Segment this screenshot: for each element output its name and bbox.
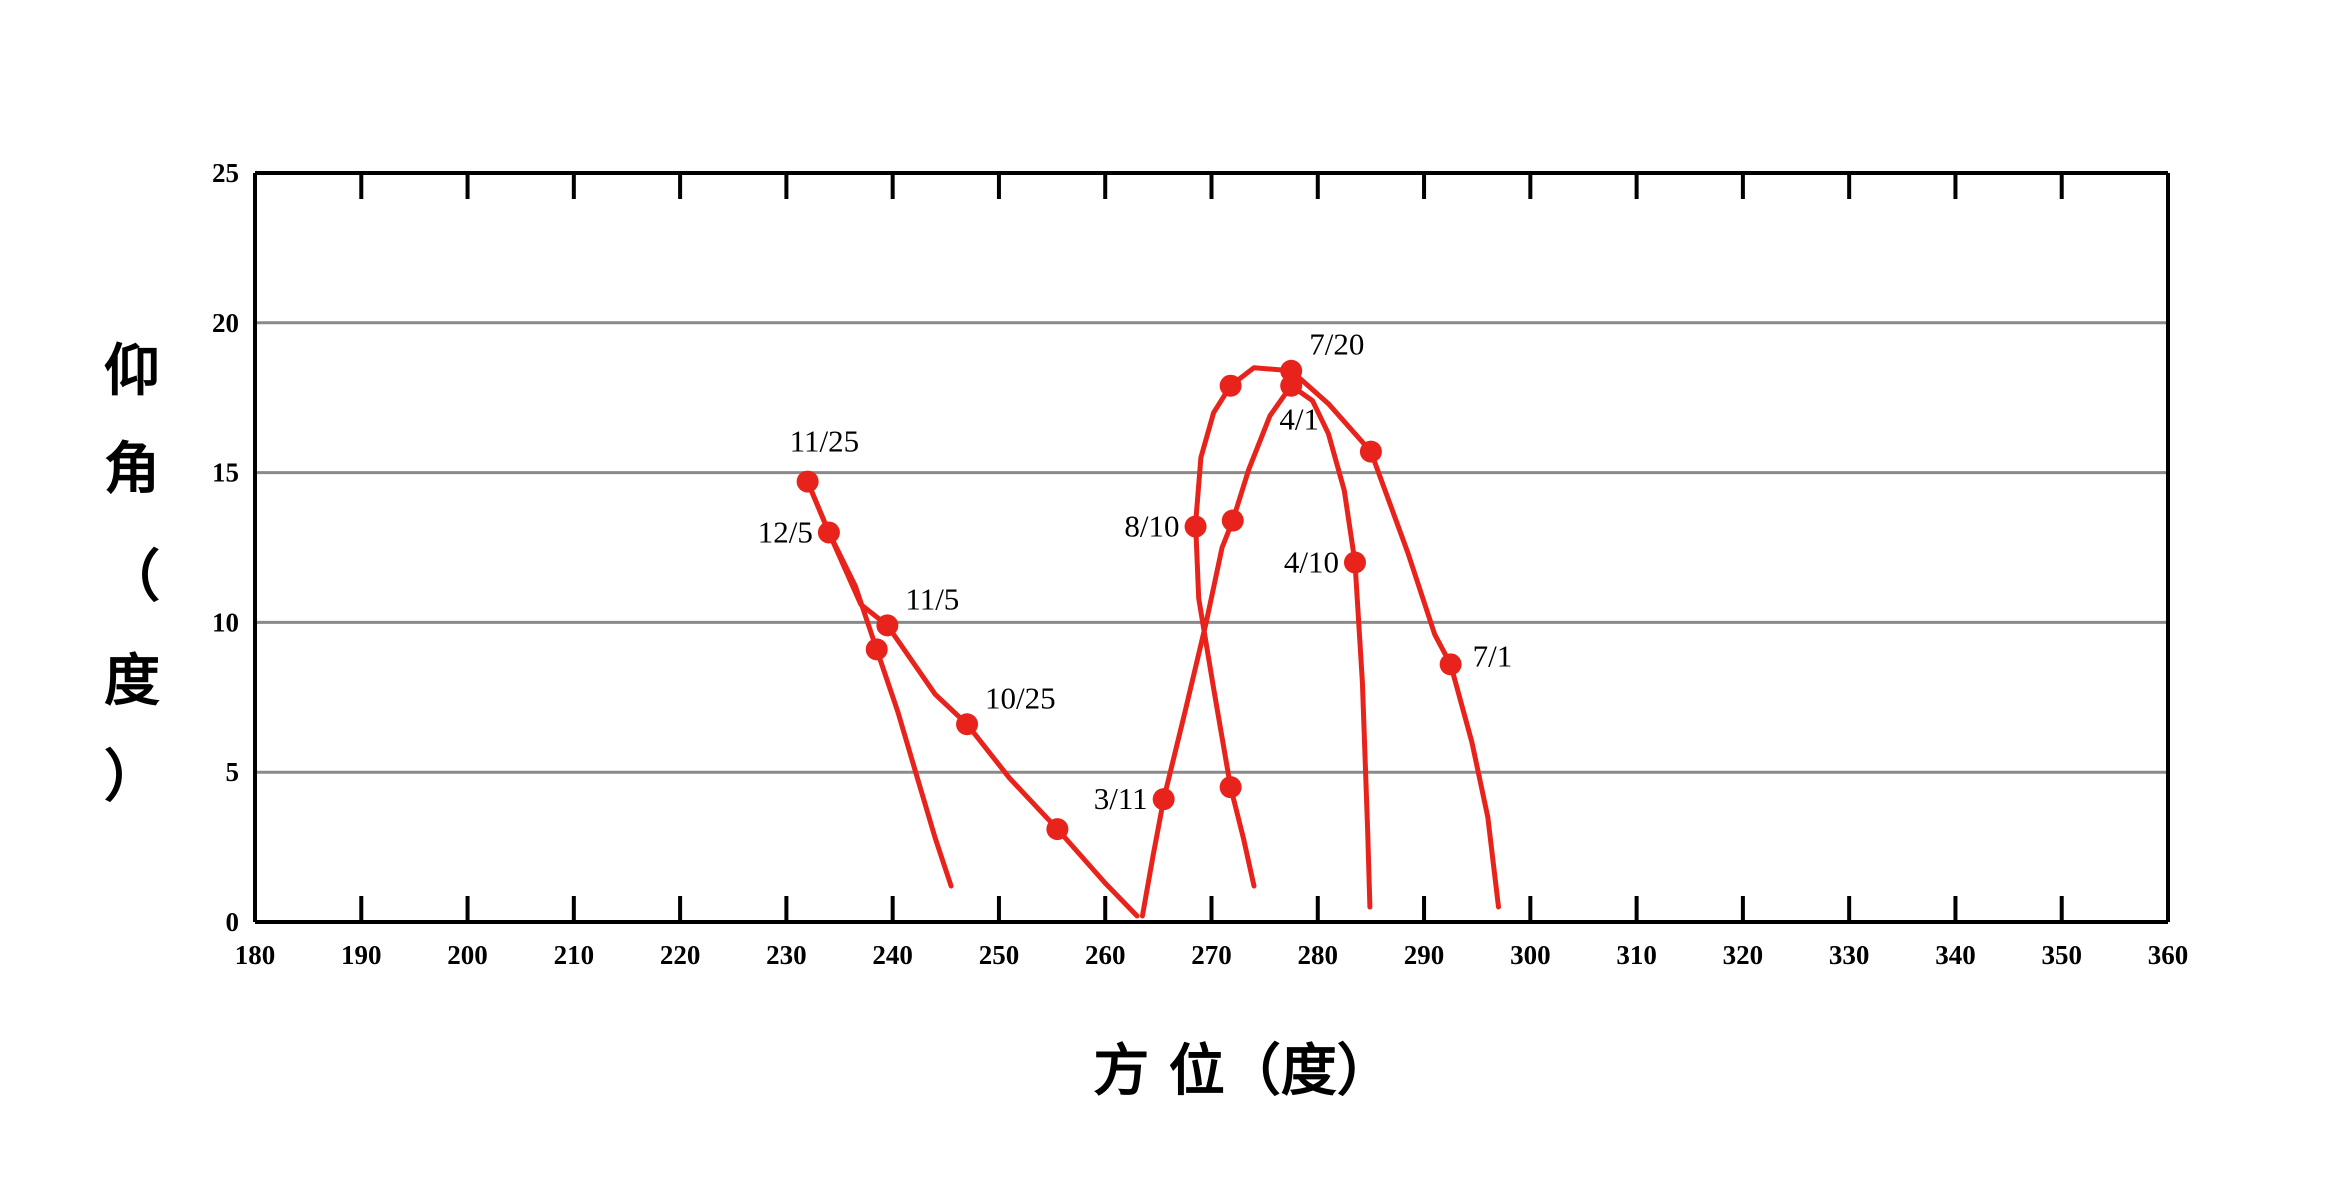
axes [253, 171, 2170, 924]
x-tick-label-190: 190 [341, 940, 382, 970]
y-tick-label-25: 25 [212, 158, 239, 188]
point-label-1: 11/25 [790, 424, 859, 459]
y-axis-title-char-1: 仰 [104, 339, 160, 404]
point-labels: 11/25 12/5 11/5 10/25 3/11 8/10 7/20 4/1 4/10 7/1 [758, 327, 1512, 816]
x-tick-label-360: 360 [2148, 940, 2189, 970]
x-tick-label-200: 200 [447, 940, 488, 970]
point-label-5: 10/25 [985, 680, 1056, 715]
data-point-16 [1439, 653, 1462, 676]
data-markers [796, 359, 1462, 841]
y-tick-label-5: 5 [226, 757, 240, 787]
x-tick-label-300: 300 [1510, 940, 1551, 970]
x-tick-label-250: 250 [979, 940, 1020, 970]
data-point-7 [1152, 788, 1175, 811]
series-line-1 [805, 479, 1140, 919]
x-tick-label-240: 240 [872, 940, 913, 970]
point-label-2: 12/5 [758, 515, 813, 550]
data-point-14 [1359, 440, 1382, 463]
point-label-12: 7/20 [1309, 327, 1364, 362]
data-point-2 [817, 521, 840, 544]
y-axis-title-char-2: 角 [104, 437, 160, 502]
data-point-3 [876, 614, 899, 637]
data-point-13 [1280, 374, 1303, 397]
x-tick-label-310: 310 [1616, 940, 1657, 970]
series-lines [805, 365, 1501, 919]
x-tick-label-340: 340 [1935, 940, 1976, 970]
y-tick-label-15: 15 [212, 458, 239, 488]
y-axis-title: 仰角 （ 度 ） [104, 339, 160, 810]
data-point-10 [1221, 509, 1244, 532]
x-tick-label-180: 180 [235, 940, 276, 970]
x-tick-label-280: 280 [1298, 940, 1339, 970]
point-label-15: 4/10 [1284, 544, 1339, 579]
y-tick-label-10: 10 [212, 607, 239, 637]
tick-labels: 180 190 200 210 220 230 240 250 260 270 280 290 300 3… [212, 158, 2188, 970]
y-tick-label-0: 0 [226, 907, 240, 937]
point-label-3: 11/5 [905, 581, 959, 616]
point-label-9: 8/10 [1124, 509, 1179, 544]
x-tick-label-350: 350 [2041, 940, 2082, 970]
data-point-8 [1219, 776, 1242, 799]
point-label-13: 4/1 [1279, 402, 1319, 437]
x-tick-label-270: 270 [1191, 940, 1232, 970]
data-point-9 [1184, 515, 1207, 538]
x-tick-label-220: 220 [660, 940, 701, 970]
x-axis-title: 方 位（度） [1093, 1039, 1393, 1104]
y-axis-title-char-4: 度 [104, 649, 160, 714]
data-point-15 [1343, 551, 1366, 574]
y-tick-label-20: 20 [212, 308, 239, 338]
grid-lines [255, 321, 2168, 774]
point-label-16: 7/1 [1473, 638, 1513, 673]
data-point-5 [956, 713, 979, 736]
x-tick-label-260: 260 [1085, 940, 1126, 970]
x-tick-label-230: 230 [766, 940, 807, 970]
x-tick-label-290: 290 [1404, 940, 1445, 970]
series-line-4 [1193, 365, 1501, 910]
series-line-3 [1139, 383, 1373, 919]
point-label-7: 3/11 [1094, 781, 1148, 816]
x-tick-label-330: 330 [1829, 940, 1870, 970]
data-point-1 [796, 470, 819, 493]
y-axis-title-char-5: ） [104, 745, 160, 810]
x-tick-label-320: 320 [1723, 940, 1764, 970]
y-axis-title-char-3: （ [104, 545, 160, 610]
x-tick-label-210: 210 [554, 940, 595, 970]
data-point-11 [1219, 374, 1242, 397]
data-point-4 [865, 638, 888, 661]
data-point-6 [1046, 818, 1069, 841]
